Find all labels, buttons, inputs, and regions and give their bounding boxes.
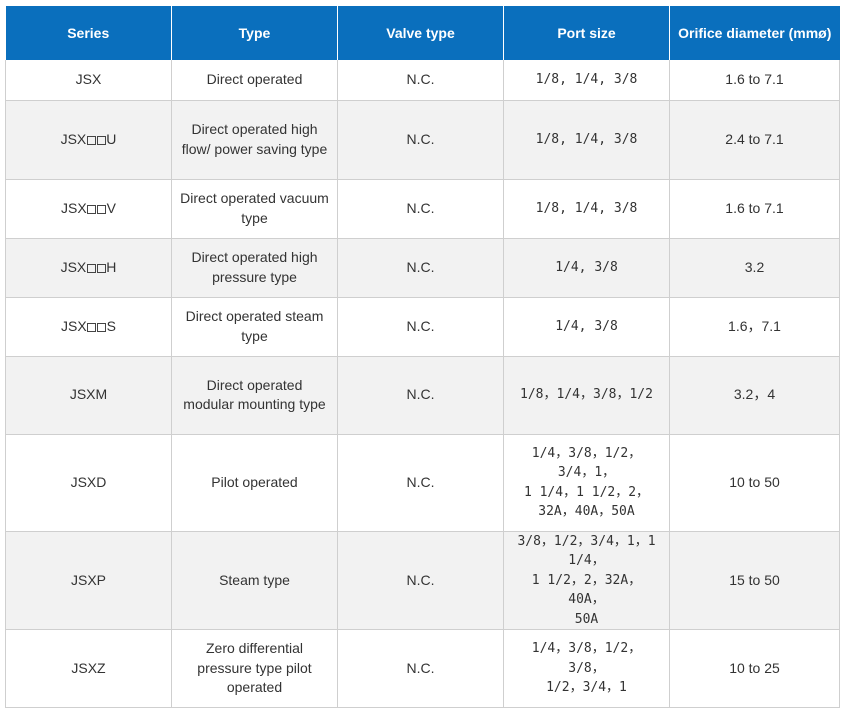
cell-orifice-diameter: 1.6，7.1	[669, 297, 840, 357]
cell-series: JSXP	[5, 531, 172, 630]
cell-orifice-diameter: 1.6 to 7.1	[669, 179, 840, 239]
cell-type: Direct operated steam type	[171, 297, 338, 357]
table-row: JSX H Direct operated high pressure type N.…	[5, 238, 840, 298]
placeholder-square-icon	[87, 204, 97, 214]
cell-orifice-diameter: 3.2	[669, 238, 840, 298]
series-suffix: H	[106, 258, 117, 275]
cell-series: JSXD	[5, 434, 172, 532]
cell-series: JSX H	[5, 238, 172, 298]
cell-type: Direct operated vacuum type	[171, 179, 338, 239]
cell-port-size: 1/4, 3/8	[503, 238, 670, 298]
cell-orifice-diameter: 15 to 50	[669, 531, 840, 630]
cell-valve-type: N.C.	[337, 297, 504, 357]
series-prefix: JSX	[75, 71, 102, 87]
cell-type: Steam type	[171, 531, 338, 630]
cell-valve-type: N.C.	[337, 60, 504, 101]
placeholder-square-icon	[86, 135, 96, 145]
placeholder-square-icon	[86, 263, 96, 273]
header-port-size: Port size	[503, 6, 670, 60]
cell-orifice-diameter: 10 to 50	[669, 434, 840, 532]
cell-valve-type: N.C.	[337, 100, 504, 180]
table-row: JSXM Direct operated modular mounting typ…	[5, 356, 840, 435]
series-suffix: U	[106, 130, 117, 147]
series-prefix: JSX	[60, 199, 87, 216]
cell-port-size: 1/8, 1/4, 3/8	[503, 179, 670, 239]
table-row: JSX S Direct operated steam type N.C. 1/4, 3…	[5, 297, 840, 357]
cell-type: Pilot operated	[171, 434, 338, 532]
placeholder-square-icon	[87, 322, 97, 332]
series-prefix: JSXZ	[71, 659, 106, 676]
series-prefix: JSXP	[70, 571, 106, 588]
placeholder-square-icon	[96, 135, 106, 145]
series-prefix: JSXM	[69, 386, 108, 403]
cell-series: JSX S	[5, 297, 172, 357]
cell-port-size: 1/4, 3/8	[503, 297, 670, 357]
header-valve-type: Valve type	[337, 6, 504, 60]
header-series: Series	[5, 6, 172, 60]
cell-valve-type: N.C.	[337, 629, 504, 708]
cell-port-size: 1/8, 1/4, 3/8	[503, 100, 670, 180]
table-row: JSX U Direct operated high flow/ power sav…	[5, 100, 840, 180]
cell-series: JSXZ	[5, 629, 172, 708]
header-orifice-diameter: Orifice diameter (mmø)	[669, 6, 840, 60]
series-prefix: JSX	[60, 317, 87, 334]
cell-type: Zero differential pressure type pilot op…	[171, 629, 338, 708]
cell-valve-type: N.C.	[337, 356, 504, 435]
table-row: JSXD Pilot operated N.C. 1/4，3/8，1/2，3/4，1，…	[5, 434, 840, 532]
cell-valve-type: N.C.	[337, 434, 504, 532]
cell-port-size: 1/4，3/8，1/2，3/4，1， 1 1/4，1 1/2，2， 32A，40…	[503, 434, 670, 532]
table-row: JSXP Steam type N.C. 3/8，1/2，3/4，1，1 1/4， 1…	[5, 531, 840, 630]
table-row: JSX V Direct operated vacuum type N.C. 1/8, …	[5, 179, 840, 239]
cell-port-size: 3/8，1/2，3/4，1，1 1/4， 1 1/2，2，32A，40A， 50…	[503, 531, 670, 630]
placeholder-square-icon	[97, 322, 107, 332]
cell-type: Direct operated	[171, 60, 338, 101]
table-header-row: Series Type Valve type Port size Orifice…	[5, 6, 840, 60]
cell-orifice-diameter: 3.2，4	[669, 356, 840, 435]
cell-orifice-diameter: 1.6 to 7.1	[669, 60, 840, 101]
cell-series: JSX U	[5, 100, 172, 180]
cell-series: JSX V	[5, 179, 172, 239]
cell-orifice-diameter: 10 to 25	[669, 629, 840, 708]
series-prefix: JSX	[60, 130, 87, 147]
header-type: Type	[171, 6, 338, 60]
cell-valve-type: N.C.	[337, 238, 504, 298]
cell-type: Direct operated modular mounting type	[171, 356, 338, 435]
cell-orifice-diameter: 2.4 to 7.1	[669, 100, 840, 180]
cell-port-size: 1/4，3/8，1/2，3/8， 1/2，3/4，1	[503, 629, 670, 708]
series-prefix: JSXD	[70, 473, 107, 490]
spec-table-container: Series Type Valve type Port size Orifice…	[5, 6, 840, 708]
cell-valve-type: N.C.	[337, 179, 504, 239]
valve-series-table: Series Type Valve type Port size Orifice…	[5, 6, 840, 708]
cell-type: Direct operated high pressure type	[171, 238, 338, 298]
table-body: JSX Direct operated N.C. 1/8, 1/4, 3/8 1.6 t…	[5, 60, 840, 708]
cell-valve-type: N.C.	[337, 531, 504, 630]
cell-type: Direct operated high flow/ power saving …	[171, 100, 338, 180]
series-suffix: S	[106, 317, 117, 334]
table-row: JSXZ Zero differential pressure type pilo…	[5, 629, 840, 708]
cell-series: JSXM	[5, 356, 172, 435]
series-prefix: JSX	[60, 258, 87, 275]
table-row: JSX Direct operated N.C. 1/8, 1/4, 3/8 1.6 t…	[5, 60, 840, 101]
placeholder-square-icon	[97, 204, 107, 214]
cell-port-size: 1/8，1/4，3/8，1/2	[503, 356, 670, 435]
cell-series: JSX	[5, 60, 172, 101]
placeholder-square-icon	[96, 263, 106, 273]
series-suffix: V	[106, 199, 117, 216]
cell-port-size: 1/8, 1/4, 3/8	[503, 60, 670, 101]
